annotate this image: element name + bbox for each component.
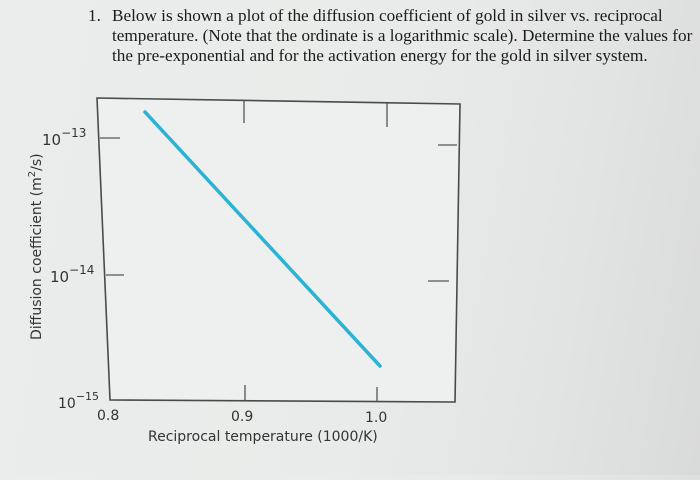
x-label-0.9: 0.9: [231, 409, 253, 425]
problem-text: Below is shown a plot of the diffusion c…: [112, 6, 693, 65]
plot-frame: [96, 97, 461, 403]
x-label-1.0: 1.0: [365, 410, 387, 426]
diffusion-line: [143, 110, 382, 368]
y-label-1e-13: 10−13: [42, 126, 86, 149]
problem-number: 1.: [88, 6, 101, 25]
y-label-1e-14: 10−14: [50, 263, 94, 286]
y-axis-title: Diffusion coefficient (m2/s): [27, 153, 45, 340]
y-label-1e-15: 10−15: [58, 390, 99, 412]
x-axis-title: Reciprocal temperature (1000/K): [148, 429, 378, 445]
x-label-0.8: 0.8: [97, 408, 119, 424]
